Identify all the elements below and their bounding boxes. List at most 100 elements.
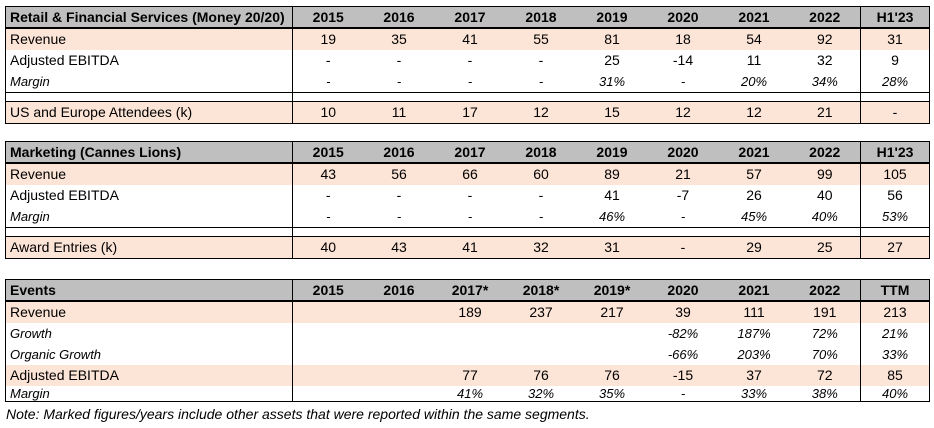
value-cell: 35: [391, 31, 407, 47]
value-cell: -: [467, 209, 473, 224]
value-cell: 25: [816, 239, 833, 255]
value-cell: 43: [391, 239, 407, 255]
value-cell: -: [538, 209, 544, 224]
value-cell: 60: [533, 166, 549, 182]
value-cell: 77: [462, 367, 478, 383]
table-row: Organic Growth -66% 203% 70% 33%: [5, 344, 930, 365]
value-cell: -66%: [667, 347, 699, 362]
table-title: Retail & Financial Services (Money 20/20…: [5, 6, 293, 29]
value-cell: 237: [529, 304, 553, 320]
value-cell: 12: [533, 104, 549, 120]
value-cell: -: [538, 187, 544, 203]
value-cell: [364, 344, 435, 365]
value-cell: 37: [746, 367, 762, 383]
value-cell: 56: [860, 185, 930, 206]
header-row: Events 2015 2016 2017* 2018* 2019* 2020 2021 202…: [5, 279, 930, 302]
value-cell: -: [396, 209, 402, 224]
value-cell: [364, 301, 435, 323]
value-cell: -: [326, 74, 331, 89]
table-row: Margin - - - - 46% - 45% 40% 53%: [5, 206, 930, 228]
value-cell: 39: [675, 304, 691, 320]
row-label: Revenue: [5, 163, 293, 185]
value-cell: 21: [816, 104, 833, 120]
column-header: TTM: [860, 279, 930, 302]
table-row: Revenue 19 35 41 55 81 18 54 92 31: [5, 28, 930, 50]
value-cell: [293, 386, 364, 402]
table-row: Revenue 43 56 66 60 89 21 57 99 105: [5, 163, 930, 185]
value-cell: 33%: [860, 344, 930, 365]
spacer-cell: [5, 92, 293, 102]
value-cell: 29: [746, 239, 762, 255]
value-cell: -7: [676, 187, 690, 203]
value-cell: 92: [816, 31, 833, 47]
table-marketing-cannes-lions: Marketing (Cannes Lions) 2015 2016 2017 2018…: [5, 141, 930, 259]
value-cell: 34%: [811, 74, 838, 89]
column-header: 2021: [718, 6, 790, 29]
value-cell: 31%: [598, 74, 626, 89]
column-header: 2022: [789, 141, 861, 164]
value-cell: [293, 344, 364, 365]
value-cell: 40%: [860, 386, 930, 402]
value-cell: 12: [675, 104, 691, 120]
table-row: Growth -82% 187% 72% 21%: [5, 323, 930, 344]
value-cell: 72: [816, 367, 833, 383]
spacer-row: [5, 227, 930, 237]
value-cell: 89: [604, 166, 620, 182]
value-cell: -14: [672, 52, 694, 68]
value-cell: 12: [746, 104, 762, 120]
column-header: 2016: [363, 279, 435, 302]
value-cell: 17: [462, 104, 478, 120]
value-cell: -: [467, 74, 473, 89]
column-header: 2015: [292, 6, 364, 29]
value-cell: -: [680, 239, 686, 255]
value-cell: 33%: [740, 386, 768, 401]
column-header: 2020: [647, 279, 719, 302]
spacer-cell: [292, 92, 861, 102]
value-cell: 32: [533, 239, 549, 255]
column-header: 2017: [434, 141, 506, 164]
value-cell: [293, 323, 364, 344]
value-cell: -: [396, 187, 402, 203]
value-cell: 11: [746, 52, 762, 68]
value-cell: -: [680, 386, 686, 401]
value-cell: 25: [604, 52, 620, 68]
row-label: Margin: [5, 386, 293, 402]
value-cell: 41: [462, 239, 478, 255]
value-cell: -: [325, 52, 331, 68]
value-cell: [435, 344, 506, 365]
value-cell: 27: [860, 236, 930, 259]
value-cell: [577, 323, 648, 344]
row-label: Adjusted EBITDA: [5, 365, 293, 386]
spacer-cell: [292, 227, 861, 237]
value-cell: 31: [860, 28, 930, 50]
table-row: Award Entries (k) 40 43 41 32 31 - 29 25 27: [5, 236, 930, 259]
value-cell: 76: [604, 367, 620, 383]
spacer-cell: [860, 92, 930, 102]
value-cell: 9: [860, 50, 930, 71]
value-cell: 203%: [737, 347, 771, 362]
table-row: US and Europe Attendees (k) 10 11 17 12 15 12 1…: [5, 101, 930, 124]
column-header: H1'23: [860, 141, 930, 164]
value-cell: -: [680, 74, 686, 89]
column-header: H1'23: [860, 6, 930, 29]
column-header: 2022: [789, 279, 861, 302]
spacer-cell: [860, 227, 930, 237]
table-row: Revenue 189 237 217 39 111 191 213: [5, 301, 930, 323]
value-cell: 72%: [811, 326, 838, 341]
value-cell: 11: [391, 104, 407, 120]
column-header: 2021: [718, 141, 790, 164]
column-header: 2015: [292, 141, 364, 164]
column-header: 2019: [576, 141, 648, 164]
value-cell: -: [538, 52, 544, 68]
column-header: 2018: [505, 6, 577, 29]
row-label: Award Entries (k): [5, 236, 293, 259]
table-title: Events: [5, 279, 293, 302]
value-cell: 53%: [860, 206, 930, 228]
value-cell: -82%: [667, 326, 699, 341]
value-cell: 213: [860, 301, 930, 323]
value-cell: 45%: [740, 209, 768, 224]
row-label: Revenue: [5, 28, 293, 50]
value-cell: [364, 365, 435, 386]
row-label: Growth: [5, 323, 293, 344]
value-cell: 28%: [860, 71, 930, 93]
